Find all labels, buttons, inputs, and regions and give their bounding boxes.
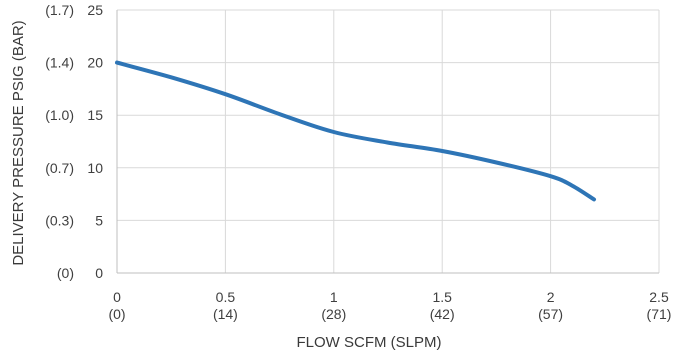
y-tick-label: 0 <box>95 265 103 281</box>
y-tick-label: 15 <box>87 107 103 123</box>
y-tick-label: 25 <box>87 2 103 18</box>
x-tick-label: 1 <box>330 289 338 305</box>
chart-grid <box>117 9 660 273</box>
x-tick-label-metric: (71) <box>647 306 672 322</box>
x-tick-labels: 0(0) 0.5(14) 1(28) 1.5(42) 2(57) 2.5(71) <box>108 289 671 322</box>
y-tick-label-metric: (0.7) <box>45 160 74 176</box>
chart-axes <box>116 10 659 274</box>
x-axis-title: FLOW SCFM (SLPM) <box>297 334 442 351</box>
x-tick-label-metric: (42) <box>430 306 455 322</box>
y-tick-labels: 0 (0) 5 (0.3) 10 (0.7) 15 (1.0) 20 (1.4) 25 (1.7) <box>45 2 103 281</box>
x-tick-label: 0.5 <box>216 289 236 305</box>
y-tick-label: 10 <box>87 160 103 176</box>
y-axis-title: DELIVERY PRESSURE PSIG (BAR) <box>10 20 27 265</box>
x-tick-label-metric: (28) <box>321 306 346 322</box>
y-tick-label-metric: (0.3) <box>45 212 74 228</box>
y-tick-label: 5 <box>95 212 103 228</box>
y-tick-label-metric: (0) <box>57 265 74 281</box>
y-tick-label: 20 <box>87 55 103 71</box>
x-tick-label: 2 <box>547 289 555 305</box>
x-tick-label-metric: (57) <box>538 306 563 322</box>
x-tick-label: 1.5 <box>432 289 452 305</box>
y-tick-label-metric: (1.4) <box>45 55 74 71</box>
x-tick-label-metric: (14) <box>213 306 238 322</box>
series-line <box>115 60 596 202</box>
x-tick-label-metric: (0) <box>108 306 125 322</box>
y-tick-label-metric: (1.7) <box>45 2 74 18</box>
series-group <box>115 60 596 202</box>
x-tick-label: 2.5 <box>649 289 669 305</box>
y-tick-label-metric: (1.0) <box>45 107 74 123</box>
x-tick-label: 0 <box>113 289 121 305</box>
